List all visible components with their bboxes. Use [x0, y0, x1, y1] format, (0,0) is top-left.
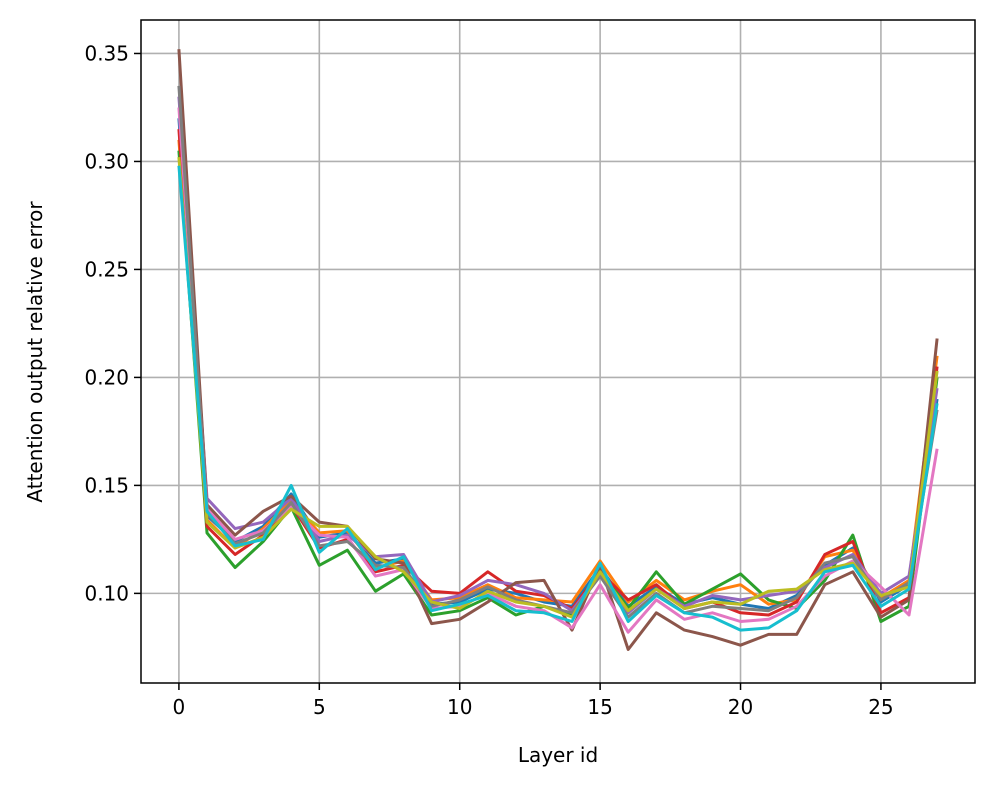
- x-tick-label: 10: [447, 695, 472, 719]
- series-lines: [177, 49, 939, 651]
- y-tick-label: 0.30: [84, 149, 129, 173]
- series-line-10: [177, 165, 939, 632]
- x-tick-label: 20: [728, 695, 753, 719]
- plot-frame: [140, 19, 976, 684]
- y-tick-label: 0.20: [84, 365, 129, 389]
- y-tick-label: 0.10: [84, 581, 129, 605]
- series-line-6: [177, 49, 939, 651]
- y-tick-label: 0.35: [84, 41, 129, 65]
- y-tick-label: 0.25: [84, 257, 129, 281]
- x-tick-label: 25: [868, 695, 893, 719]
- x-tick-label: 0: [173, 695, 186, 719]
- y-axis-label: Attention output relative error: [23, 201, 47, 503]
- grid: [141, 20, 975, 683]
- x-tick-label: 5: [313, 695, 326, 719]
- ticks: 0 5 10 15 20 25 0.10 0.15 0.20 0.25 0.30 0.35: [84, 41, 893, 719]
- plot-background: [141, 20, 975, 683]
- y-tick-label: 0.15: [84, 473, 129, 497]
- x-tick-label: 15: [587, 695, 612, 719]
- x-axis-label: Layer id: [518, 743, 598, 767]
